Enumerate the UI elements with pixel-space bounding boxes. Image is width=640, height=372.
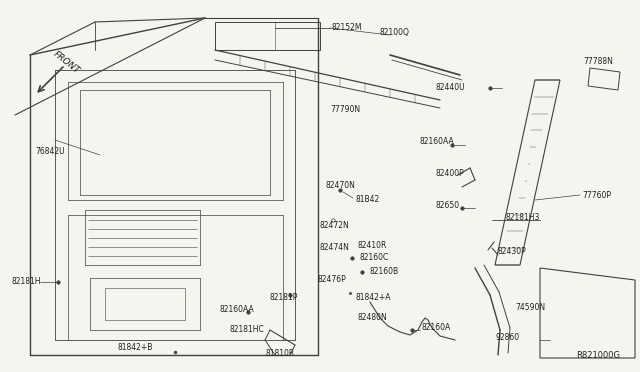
Text: 82160B: 82160B — [370, 266, 399, 276]
Text: 82160C: 82160C — [360, 253, 389, 262]
Text: 82152M: 82152M — [332, 23, 362, 32]
Text: 82100Q: 82100Q — [380, 29, 410, 38]
Text: 82410R: 82410R — [358, 241, 387, 250]
Text: R821000G: R821000G — [576, 351, 620, 360]
Text: 82160A: 82160A — [422, 324, 451, 333]
Text: 82181P: 82181P — [270, 294, 298, 302]
Text: 82160AA: 82160AA — [420, 138, 455, 147]
Text: 77760P: 77760P — [582, 190, 611, 199]
Text: 82650: 82650 — [435, 201, 459, 209]
Text: 92860: 92860 — [495, 334, 519, 343]
Text: 82160AA: 82160AA — [220, 305, 255, 314]
Text: 82470N: 82470N — [325, 180, 355, 189]
Text: 82440U: 82440U — [435, 83, 465, 93]
Text: 82480N: 82480N — [358, 314, 388, 323]
Text: 82476P: 82476P — [318, 276, 347, 285]
Text: 81842+B: 81842+B — [118, 343, 154, 353]
Text: 82181HC: 82181HC — [230, 326, 265, 334]
Text: 82474N: 82474N — [320, 243, 350, 251]
Text: 82400P: 82400P — [435, 169, 464, 177]
Text: 82181H: 82181H — [12, 278, 42, 286]
Text: 82430P: 82430P — [498, 247, 527, 257]
Text: 77790N: 77790N — [330, 106, 360, 115]
Text: 77788N: 77788N — [583, 58, 613, 67]
Text: 74590N: 74590N — [515, 304, 545, 312]
Text: 81810R: 81810R — [265, 349, 294, 357]
Text: FRONT: FRONT — [52, 49, 82, 75]
Text: 76842U: 76842U — [35, 148, 65, 157]
Text: 81842+A: 81842+A — [355, 294, 390, 302]
Text: 82181H3: 82181H3 — [505, 212, 540, 221]
Text: 82472N: 82472N — [320, 221, 349, 230]
Text: 81B42: 81B42 — [355, 196, 380, 205]
